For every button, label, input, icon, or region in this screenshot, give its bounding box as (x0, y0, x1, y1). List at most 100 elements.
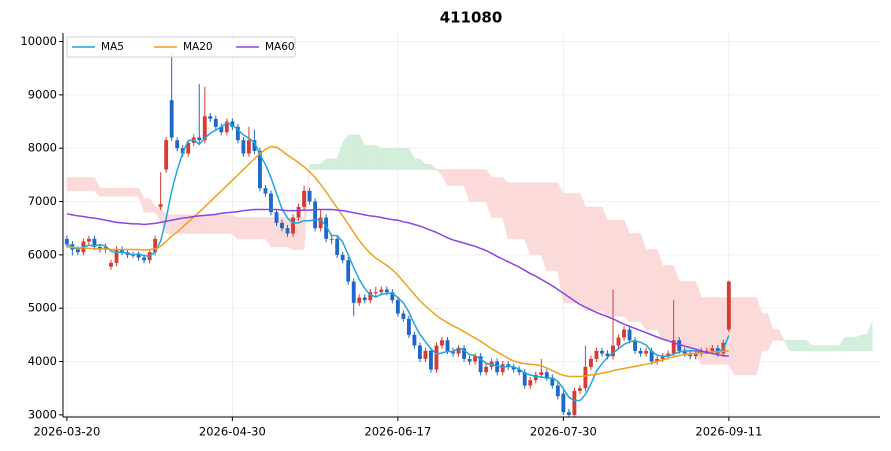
y-tick-label: 6000 (28, 247, 57, 261)
candle-body (671, 340, 676, 354)
candle-body (208, 116, 213, 119)
candle-body (109, 262, 113, 267)
candle-body (114, 249, 119, 263)
candle-body (577, 388, 582, 391)
candle-body (318, 217, 323, 229)
cloud-segment (331, 158, 338, 170)
candle-body (263, 188, 268, 194)
cloud-segment (734, 297, 741, 376)
candle-body (677, 340, 682, 351)
cloud-segment (855, 334, 862, 352)
candle-body (456, 348, 461, 354)
cloud-segment (347, 134, 355, 170)
cloud-segment (121, 187, 128, 197)
candle-body (572, 390, 577, 415)
cloud-segment (507, 182, 515, 240)
candle-body (434, 345, 439, 370)
cloud-segment (198, 214, 206, 234)
cloud-segment (789, 339, 796, 352)
candle-body (153, 238, 158, 253)
cloud-segment (700, 297, 708, 365)
cloud-segment (243, 217, 250, 240)
legend-label: MA20 (183, 41, 213, 53)
candle-body (175, 140, 180, 149)
cloud-segment (480, 169, 487, 202)
candle-body (666, 353, 671, 357)
candle-body (406, 318, 411, 335)
cloud-segment (375, 145, 382, 170)
candle-body (280, 222, 284, 229)
candle-body (335, 238, 340, 255)
candle-body (561, 393, 566, 413)
cloud-segment (563, 193, 570, 304)
cloud-segment (381, 147, 388, 170)
cloud-segment (662, 265, 669, 341)
candle-body (583, 366, 588, 389)
cloud-segment (667, 265, 674, 341)
candle-body (390, 292, 395, 301)
candle-body (693, 353, 698, 357)
cloud-segment (833, 345, 840, 352)
chart-title: 411080 (440, 9, 503, 27)
cloud-segment (607, 219, 614, 317)
cloud-segment (778, 329, 785, 341)
candle-body (528, 380, 533, 386)
cloud-segment (496, 177, 503, 218)
cloud-segment (761, 313, 768, 352)
candle-body (401, 313, 406, 319)
candle-body (660, 356, 665, 359)
candle-body (241, 140, 246, 154)
candle-body (478, 356, 483, 373)
candle-body (682, 350, 687, 354)
candle-body (296, 206, 301, 218)
cloud-segment (844, 337, 851, 352)
cloud-segment (474, 169, 481, 202)
candle-body (92, 238, 97, 247)
cloud-segment (414, 158, 421, 170)
candle-body (462, 348, 466, 359)
cloud-segment (540, 182, 548, 271)
candle-body (511, 366, 516, 370)
candle-body (224, 121, 229, 133)
candle-body (566, 412, 571, 415)
cloud-segment (794, 339, 801, 352)
cloud-segment (248, 217, 255, 240)
cloud-segment (772, 329, 779, 341)
cloud-segment (353, 134, 360, 170)
cloud-segment (651, 249, 658, 330)
cloud-segment (849, 337, 857, 352)
candle-body (417, 345, 422, 359)
candle-body (533, 374, 538, 381)
cloud-segment (88, 177, 95, 192)
cloud-segment (364, 145, 371, 170)
x-tick-label: 2026-04-30 (199, 425, 266, 439)
candle-body (346, 260, 351, 282)
candle-body (605, 353, 610, 357)
cloud-segment (513, 182, 520, 240)
cloud-segment (822, 345, 829, 352)
y-tick-label: 10000 (20, 34, 57, 48)
y-tick-label: 8000 (28, 141, 57, 155)
candle-body (412, 334, 417, 346)
cloud-segment (143, 198, 150, 213)
candle-body (555, 385, 560, 397)
cloud-segment (392, 147, 399, 170)
cloud-segment (314, 163, 321, 170)
cloud-segment (612, 219, 619, 317)
y-tick-label: 5000 (28, 301, 57, 315)
candle-body (710, 348, 715, 351)
candle-body (291, 217, 295, 234)
candle-body (180, 148, 185, 154)
candle-body (169, 100, 174, 138)
cloud-segment (237, 217, 244, 240)
candle-body (64, 238, 69, 245)
cloud-segment (618, 219, 625, 317)
candle-body (644, 350, 649, 354)
cloud-segment (77, 177, 84, 192)
cloud-segment (579, 193, 586, 312)
candle-body (495, 361, 500, 373)
cloud-segment (83, 177, 90, 192)
cloud-segment (254, 217, 261, 240)
legend-box (66, 36, 296, 58)
